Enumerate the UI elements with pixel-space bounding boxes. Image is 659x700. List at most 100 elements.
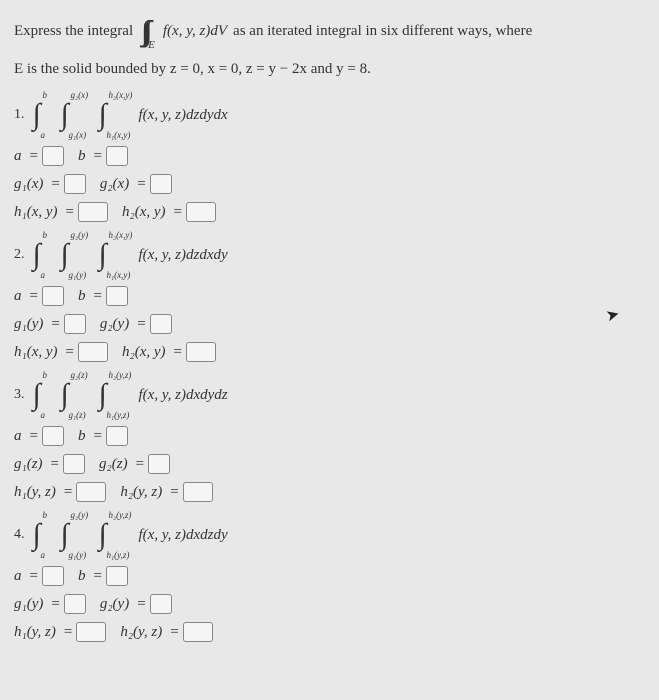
field-label: g₁(y) [14, 312, 43, 336]
answer-row: g₁(y)=g₂(y)= [14, 312, 645, 336]
field-label: h₁(x, y) [14, 340, 58, 364]
answer-input[interactable] [183, 622, 213, 642]
answer-input[interactable] [150, 174, 172, 194]
answer-input[interactable] [64, 594, 86, 614]
integral-symbol: ∫ [99, 98, 107, 132]
equals-sign: = [66, 340, 74, 364]
equals-sign: = [64, 480, 72, 504]
upper-limit: b [43, 370, 48, 380]
answer-row: a=b= [14, 424, 645, 448]
item-integral-line: 2.∫ab∫g₁(y)g₂(y)∫h₁(x,y)h₂(x,y)f(x, y, z… [14, 234, 645, 276]
field-label: b [78, 284, 86, 308]
answer-input[interactable] [76, 482, 106, 502]
answer-input[interactable] [42, 146, 64, 166]
integral-block: ∫h₁(y,z)h₂(y,z) [95, 514, 131, 556]
equals-sign: = [93, 424, 101, 448]
integral-block: ∫ab [29, 514, 55, 556]
field-label: b [78, 424, 86, 448]
equals-sign: = [170, 480, 178, 504]
field-label: a [14, 564, 22, 588]
answer-row: a=b= [14, 564, 645, 588]
equals-sign: = [51, 172, 59, 196]
answer-input[interactable] [78, 202, 108, 222]
answer-input[interactable] [42, 286, 64, 306]
lower-limit: a [41, 410, 46, 420]
answer-input[interactable] [106, 146, 128, 166]
integral-symbol: ∫ [61, 378, 69, 412]
integral-symbol: ∫ [33, 98, 41, 132]
equals-sign: = [30, 284, 38, 308]
item-3: 3.∫ab∫g₁(z)g₂(z)∫h₁(y,z)h₂(y,z)f(x, y, z… [14, 374, 645, 504]
equals-sign: = [93, 564, 101, 588]
integral-symbol: ∫ [33, 518, 41, 552]
item-number: 2. [14, 247, 25, 263]
answer-input[interactable] [106, 426, 128, 446]
answer-input[interactable] [42, 426, 64, 446]
answer-input[interactable] [106, 286, 128, 306]
answer-input[interactable] [150, 594, 172, 614]
region-sub: E [148, 38, 155, 53]
item-1: 1.∫ab∫g₁(x)g₂(x)∫h₁(x,y)h₂(x,y)f(x, y, z… [14, 94, 645, 224]
integrand-text: f(x, y, z)dxdzdy [139, 527, 228, 544]
answer-input[interactable] [186, 202, 216, 222]
equals-sign: = [51, 452, 59, 476]
lower-limit: g₁(z) [69, 410, 86, 420]
answer-row: h₁(x, y)=h₂(x, y)= [14, 340, 645, 364]
upper-limit: h₂(x,y) [109, 230, 133, 240]
equals-sign: = [66, 200, 74, 224]
answer-row: a=b= [14, 144, 645, 168]
integral-symbol: ∫ [61, 518, 69, 552]
answer-row: h₁(x, y)=h₂(x, y)= [14, 200, 645, 224]
upper-limit: b [43, 510, 48, 520]
lower-limit: a [41, 550, 46, 560]
field-label: a [14, 284, 22, 308]
answer-row: g₁(x)=g₂(x)= [14, 172, 645, 196]
integral-block: ∫h₁(x,y)h₂(x,y) [95, 234, 131, 276]
answer-input[interactable] [78, 342, 108, 362]
field-label: h₂(y, z) [120, 620, 162, 644]
item-4: 4.∫ab∫g₁(y)g₂(y)∫h₁(y,z)h₂(y,z) f(x, y, z… [14, 514, 645, 644]
answer-row: h₁(y, z)=h₂(y, z)= [14, 620, 645, 644]
answer-row: g₁(z)=g₂(z)= [14, 452, 645, 476]
item-2: 2.∫ab∫g₁(y)g₂(y)∫h₁(x,y)h₂(x,y)f(x, y, z… [14, 234, 645, 364]
intro-line: Express the integral ∫∫∫ E f(x, y, z)dV … [14, 12, 645, 51]
integral-symbol: ∫ [61, 98, 69, 132]
answer-input[interactable] [64, 314, 86, 334]
integral-symbol: ∫ [99, 378, 107, 412]
equals-sign: = [51, 592, 59, 616]
items-container: 1.∫ab∫g₁(x)g₂(x)∫h₁(x,y)h₂(x,y)f(x, y, z… [14, 94, 645, 644]
answer-input[interactable] [42, 566, 64, 586]
upper-limit: h₂(y,z) [109, 370, 132, 380]
lower-limit: h₁(y,z) [107, 410, 130, 420]
equals-sign: = [64, 620, 72, 644]
answer-input[interactable] [64, 174, 86, 194]
answer-input[interactable] [76, 622, 106, 642]
upper-limit: h₂(y,z) [109, 510, 132, 520]
equals-sign: = [137, 172, 145, 196]
bounds-line: E is the solid bounded by z = 0, x = 0, … [14, 59, 645, 80]
field-label: g₁(z) [14, 452, 43, 476]
answer-input[interactable] [148, 454, 170, 474]
answer-row: g₁(y)=g₂(y)= [14, 592, 645, 616]
equals-sign: = [30, 564, 38, 588]
answer-input[interactable] [63, 454, 85, 474]
answer-row: h₁(y, z)=h₂(y, z)= [14, 480, 645, 504]
item-number: 4. [14, 527, 25, 543]
integral-symbol: ∫ [33, 238, 41, 272]
answer-input[interactable] [150, 314, 172, 334]
integral-block: ∫g₁(z)g₂(z) [57, 374, 93, 416]
answer-input[interactable] [186, 342, 216, 362]
integral-symbol: ∫ [99, 238, 107, 272]
lower-limit: h₁(x,y) [107, 270, 131, 280]
item-integral-line: 4.∫ab∫g₁(y)g₂(y)∫h₁(y,z)h₂(y,z) f(x, y, z… [14, 514, 645, 556]
answer-input[interactable] [183, 482, 213, 502]
equals-sign: = [174, 340, 182, 364]
lower-limit: g₁(y) [69, 270, 87, 280]
integral-block: ∫g₁(y)g₂(y) [57, 514, 93, 556]
field-label: a [14, 144, 22, 168]
equals-sign: = [30, 144, 38, 168]
equals-sign: = [170, 620, 178, 644]
answer-input[interactable] [106, 566, 128, 586]
upper-limit: g₂(x) [71, 90, 89, 100]
lower-limit: g₁(x) [69, 130, 87, 140]
